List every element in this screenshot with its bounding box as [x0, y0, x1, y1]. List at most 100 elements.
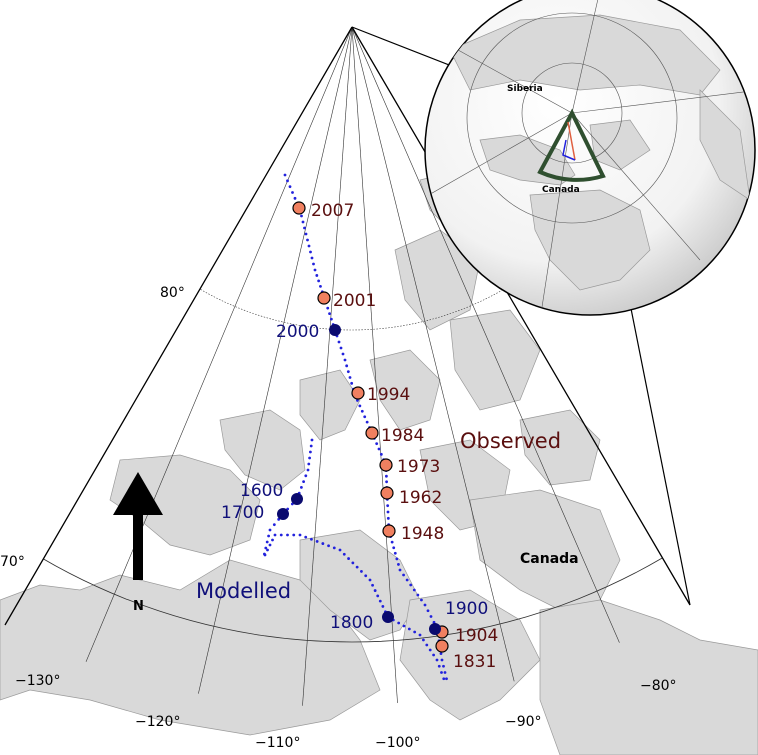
track-dot	[265, 540, 269, 544]
track-dot	[326, 306, 330, 310]
track-dot	[286, 179, 289, 183]
observed-pole-2007	[292, 201, 306, 215]
track-dot	[402, 624, 406, 628]
lat-label-70: 70°	[0, 554, 25, 570]
track-dot	[440, 658, 444, 662]
track-dot	[300, 214, 303, 218]
track-dot	[356, 399, 359, 402]
track-dot	[365, 420, 369, 424]
track-dot	[268, 528, 272, 532]
track-dot	[435, 658, 439, 662]
observed-year-label: 1831	[453, 652, 496, 672]
track-dot	[437, 664, 441, 668]
track-dot	[395, 557, 399, 561]
track-dot	[426, 609, 430, 613]
observed-year-label: 1904	[455, 626, 498, 646]
track-dot	[312, 262, 315, 266]
lon-label-80: −80°	[640, 678, 677, 694]
observed-year-label: 2007	[311, 201, 354, 221]
track-dot	[328, 312, 331, 316]
track-dot	[272, 523, 276, 527]
track-dot	[264, 546, 268, 550]
lon-label-100: −100°	[375, 735, 420, 751]
track-dot	[358, 404, 362, 408]
track-dot	[292, 533, 296, 537]
track-dot	[418, 633, 422, 637]
track-dot	[279, 533, 283, 537]
track-dot	[442, 677, 446, 681]
track-dot	[412, 588, 416, 592]
modelled-year-label: 1700	[221, 503, 264, 523]
track-dot	[341, 352, 345, 356]
modelled-label: Modelled	[196, 579, 291, 603]
track-dot	[368, 578, 372, 582]
track-dot	[390, 540, 394, 544]
track-dot	[392, 546, 396, 550]
track-dot	[377, 447, 381, 451]
modelled-year-label: 1900	[445, 599, 488, 619]
track-dot	[402, 573, 405, 577]
track-dot	[306, 468, 310, 472]
track-dot	[443, 671, 447, 674]
modelled-pole-1700	[277, 508, 289, 520]
region-label-canada: Canada	[520, 551, 579, 567]
track-dot	[268, 543, 272, 547]
modelled-year-label: 1600	[240, 481, 283, 501]
modelled-pole-1600	[291, 493, 303, 505]
track-dot	[313, 268, 317, 272]
modelled-pole-1800	[382, 611, 394, 623]
track-dot	[304, 232, 308, 236]
observed-year-label: 1994	[367, 385, 410, 405]
north-label: N	[133, 599, 144, 614]
lat-label-80: 80°	[160, 285, 185, 301]
track-dot	[271, 538, 274, 542]
track-dot	[373, 589, 377, 592]
track-dot	[420, 598, 423, 602]
track-dot	[321, 542, 325, 545]
modelled-pole-2000	[329, 324, 341, 336]
track-dot	[428, 648, 432, 652]
track-dot	[379, 452, 383, 456]
track-dot	[343, 358, 347, 362]
observed-year-label: 1948	[401, 524, 444, 544]
track-dot	[338, 548, 342, 552]
track-dot	[351, 561, 355, 565]
track-dot	[309, 450, 312, 454]
observed-year-label: 1962	[399, 488, 442, 508]
observed-pole-1973	[379, 458, 393, 472]
track-dot	[302, 480, 305, 483]
track-dot	[315, 540, 319, 543]
track-dot	[398, 568, 402, 572]
track-dot	[306, 238, 309, 242]
modelled-year-label: 1800	[330, 613, 373, 633]
lon-label-130: −130°	[15, 673, 60, 689]
track-dot	[442, 664, 445, 668]
modelled-pole-1900	[429, 623, 441, 635]
track-dot	[337, 340, 341, 344]
track-dot	[407, 627, 411, 631]
track-dot	[416, 593, 420, 597]
track-dot	[317, 279, 321, 283]
track-dot	[303, 226, 306, 230]
observed-pole-1994	[351, 386, 365, 400]
track-dot	[440, 671, 443, 674]
track-dot	[300, 486, 303, 489]
track-dot	[329, 317, 333, 321]
modelled-track	[263, 173, 448, 681]
track-dot	[286, 533, 289, 537]
track-dot	[267, 534, 270, 538]
track-dot	[347, 557, 350, 560]
track-dot	[327, 544, 330, 548]
track-dot	[332, 546, 336, 550]
observed-pole-1831	[435, 639, 449, 653]
track-dot	[413, 630, 417, 634]
track-dot	[298, 533, 302, 537]
track-dot	[315, 274, 319, 277]
track-dot	[378, 599, 382, 603]
track-dot	[432, 620, 436, 624]
track-dot	[355, 565, 359, 569]
track-dot	[307, 244, 311, 248]
observed-poles: 2007 2001 1994 1984 1973 1962 1948 1904 1831	[292, 201, 498, 672]
track-dot	[376, 594, 380, 598]
track-dot	[266, 548, 269, 552]
